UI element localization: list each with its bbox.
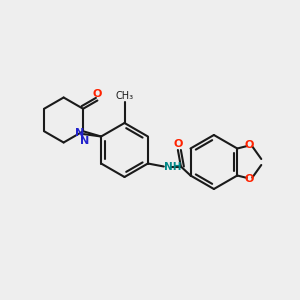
Text: CH₃: CH₃ [116, 91, 134, 100]
Text: O: O [244, 173, 254, 184]
Text: O: O [244, 140, 254, 151]
Text: NH: NH [164, 161, 182, 172]
Text: N: N [80, 136, 89, 146]
Text: O: O [93, 89, 102, 99]
Text: N: N [76, 128, 85, 139]
Text: O: O [173, 139, 183, 148]
